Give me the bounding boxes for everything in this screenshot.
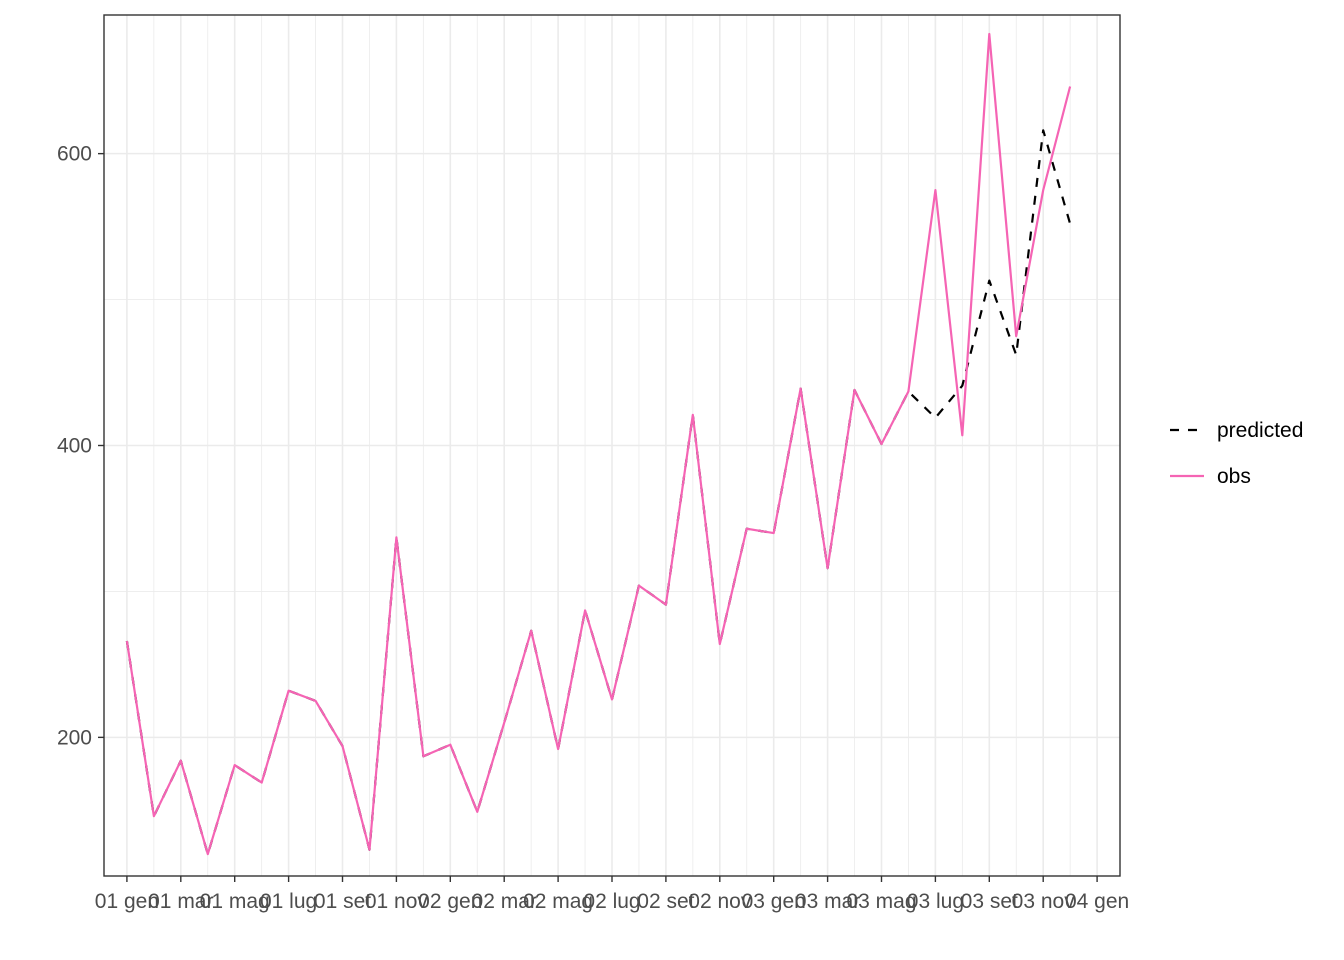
- x-tick-label: 02 lug: [583, 890, 640, 913]
- series-line-obs: [125, 32, 1072, 856]
- x-tick-label: 01 mag: [200, 890, 270, 913]
- x-tick-label: 02 mar: [472, 890, 537, 913]
- y-tick-label: 200: [57, 726, 92, 749]
- x-tick-label: 02 mag: [523, 890, 593, 913]
- legend-label-predicted: predicted: [1217, 419, 1303, 442]
- x-tick-label: 03 set: [961, 890, 1018, 913]
- x-tick-label: 01 nov: [365, 890, 429, 913]
- major-gridlines-x: [126, 15, 1098, 876]
- x-tick-label: 03 mar: [795, 890, 860, 913]
- x-tick-label: 04 gen: [1065, 890, 1129, 913]
- y-axis: 200 400 600: [57, 143, 104, 749]
- y-tick-label: 400: [57, 435, 92, 458]
- x-tick-label: 02 nov: [688, 890, 752, 913]
- y-tick-label: 600: [57, 143, 92, 166]
- x-tick-label: 03 mag: [846, 890, 916, 913]
- x-tick-label: 02 set: [637, 890, 694, 913]
- x-tick-label: 03 nov: [1012, 890, 1076, 913]
- x-tick-label: 03 lug: [907, 890, 964, 913]
- x-tick-label: 01 mar: [148, 890, 213, 913]
- series-layer: [125, 32, 1072, 856]
- x-tick-label: 01 set: [314, 890, 371, 913]
- legend: predicted obs: [1170, 419, 1303, 488]
- x-tick-label: 02 gen: [418, 890, 482, 913]
- x-tick-label: 01 gen: [95, 890, 159, 913]
- x-tick-label: 03 gen: [742, 890, 806, 913]
- x-tick-label: 01 lug: [260, 890, 317, 913]
- legend-label-obs: obs: [1217, 465, 1251, 488]
